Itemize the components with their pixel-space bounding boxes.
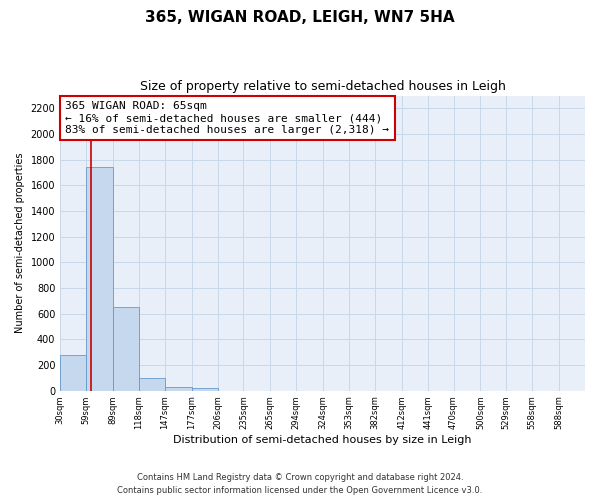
Bar	[165, 387, 191, 390]
X-axis label: Distribution of semi-detached houses by size in Leigh: Distribution of semi-detached houses by …	[173, 435, 472, 445]
Bar	[113, 308, 139, 390]
Text: Contains HM Land Registry data © Crown copyright and database right 2024.
Contai: Contains HM Land Registry data © Crown c…	[118, 474, 482, 495]
Bar	[86, 168, 113, 390]
Text: 365, WIGAN ROAD, LEIGH, WN7 5HA: 365, WIGAN ROAD, LEIGH, WN7 5HA	[145, 10, 455, 25]
Bar	[139, 378, 165, 390]
Y-axis label: Number of semi-detached properties: Number of semi-detached properties	[15, 153, 25, 334]
Bar	[191, 388, 218, 390]
Title: Size of property relative to semi-detached houses in Leigh: Size of property relative to semi-detach…	[140, 80, 506, 93]
Text: 365 WIGAN ROAD: 65sqm
← 16% of semi-detached houses are smaller (444)
83% of sem: 365 WIGAN ROAD: 65sqm ← 16% of semi-deta…	[65, 102, 389, 134]
Bar	[60, 355, 86, 390]
